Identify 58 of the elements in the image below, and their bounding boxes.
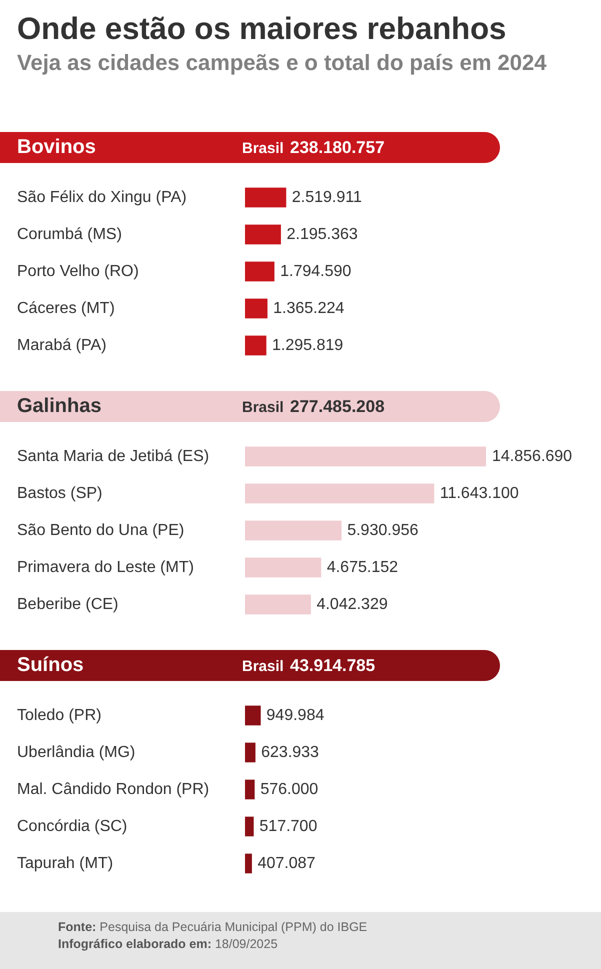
bar <box>245 446 486 466</box>
y-tick-label: Bastos (SP) <box>17 484 102 502</box>
data-label: 11.643.100 <box>440 484 519 502</box>
data-label: 2.519.911 <box>292 188 362 206</box>
text: Suínos <box>17 654 84 677</box>
data-label: 1.295.819 <box>272 336 344 354</box>
y-tick-label: Santa Maria de Jetibá (ES) <box>17 448 210 465</box>
y-tick-label: Corumbá (MS) <box>17 226 122 243</box>
y-tick-label: Porto Velho (RO) <box>17 262 139 280</box>
text: Galinhas <box>17 395 102 418</box>
y-tick-label: Marabá (PA) <box>17 336 107 354</box>
data-label: 14.856.690 <box>492 448 572 465</box>
y-tick-label: Mal. Cândido Rondon (PR) <box>17 780 210 798</box>
text: Brasil <box>242 658 284 675</box>
data-label: 576.000 <box>260 780 318 798</box>
data-label: 4.675.152 <box>326 558 398 576</box>
y-tick-label: São Félix do Xingu (PA) <box>17 188 187 206</box>
y-tick-label: Concórdia (SC) <box>17 818 128 835</box>
text: Brasil <box>242 140 284 157</box>
text: 43.914.785 <box>290 656 376 676</box>
data-label: 5.930.956 <box>347 522 418 539</box>
data-label: 1.365.224 <box>273 300 344 317</box>
bar <box>245 558 322 578</box>
bar <box>245 706 261 726</box>
y-tick-label: Primavera do Leste (MT) <box>17 558 194 576</box>
bar <box>245 224 281 244</box>
bar <box>245 594 311 614</box>
bar <box>245 188 286 208</box>
y-tick-label: Toledo (PR) <box>17 706 102 724</box>
text: Onde estão os maiores rebanhos <box>17 10 508 48</box>
source-note: Fonte: Pesquisa da Pecuária Municipal (PPM) do IBGE <box>58 920 368 934</box>
data-label: 517.700 <box>259 818 318 835</box>
data-label: 4.042.329 <box>316 596 388 613</box>
y-tick-label: Beberibe (CE) <box>17 596 118 613</box>
bar <box>245 336 266 356</box>
text: Veja as cidades campeãs e o total do país em 2024 <box>17 50 548 76</box>
data-label: 949.984 <box>266 706 324 724</box>
bar <box>245 780 255 800</box>
data-label: 2.195.363 <box>286 226 358 243</box>
bar <box>245 742 256 762</box>
bar <box>245 816 254 836</box>
bar <box>245 520 342 540</box>
bar <box>245 484 434 504</box>
data-label: 407.087 <box>258 854 316 872</box>
text: Bovinos <box>17 136 96 159</box>
y-tick-label: São Bento do Una (PE) <box>17 522 184 539</box>
data-label: 623.933 <box>261 744 320 761</box>
text: Infográfico elaborado em: 18/09/2025 <box>58 937 278 951</box>
text: Brasil <box>242 399 284 416</box>
y-tick-label: Uberlândia (MG) <box>17 744 136 761</box>
bar <box>245 262 274 282</box>
text: 277.485.208 <box>290 397 385 417</box>
bar <box>245 298 268 318</box>
y-tick-label: Cáceres (MT) <box>17 300 115 317</box>
text: 238.180.757 <box>290 138 385 158</box>
data-label: 1.794.590 <box>280 262 352 280</box>
y-tick-label: Tapurah (MT) <box>17 854 114 872</box>
bar <box>245 854 252 874</box>
